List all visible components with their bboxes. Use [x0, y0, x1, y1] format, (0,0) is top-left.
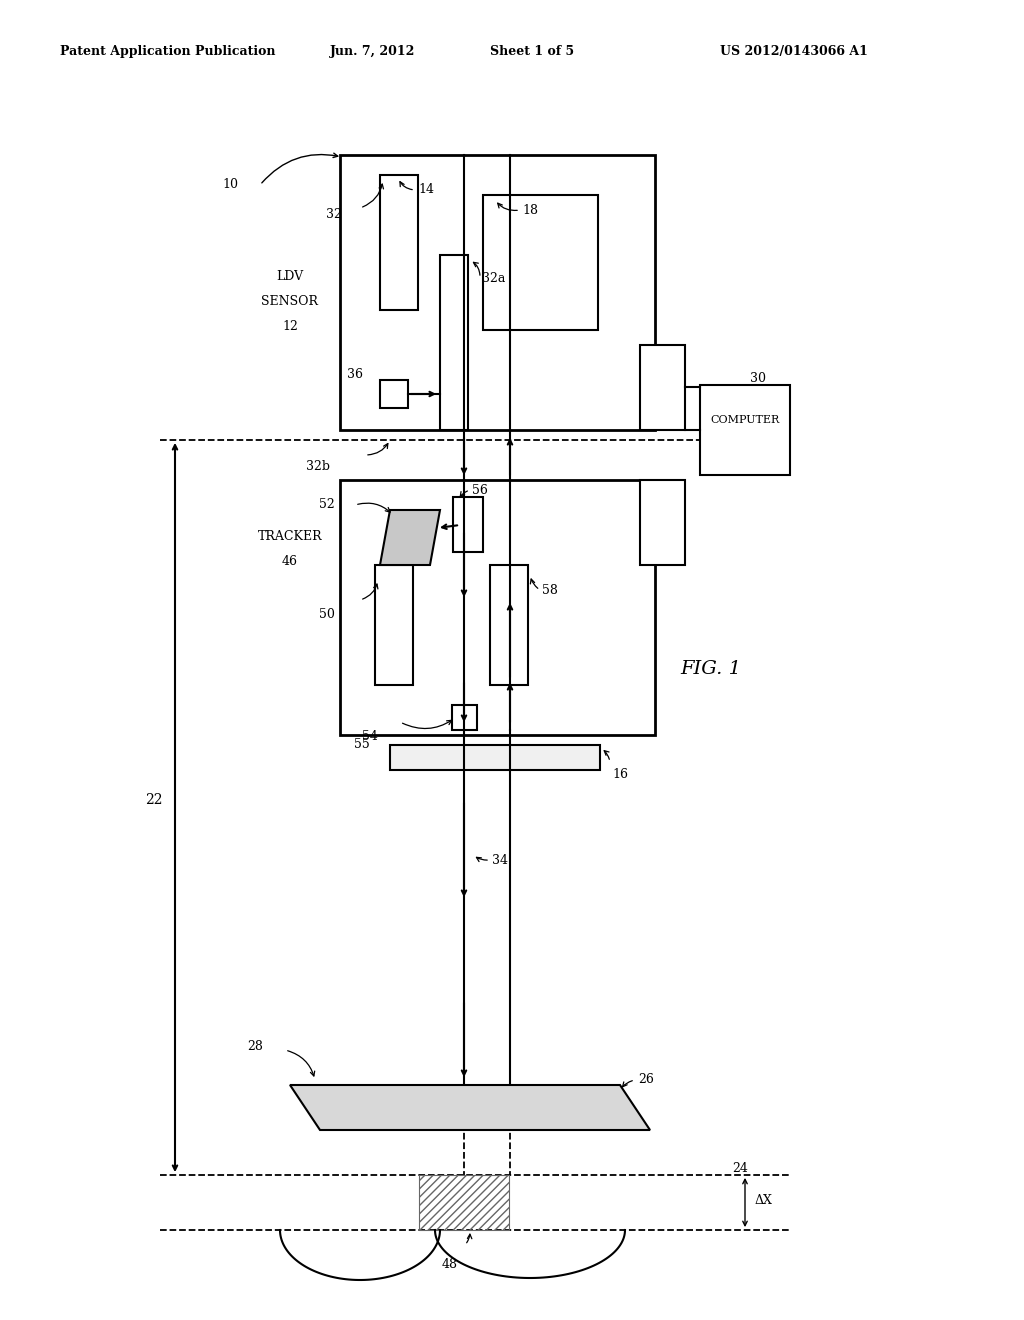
Text: 30: 30 [750, 372, 766, 385]
Text: 24: 24 [732, 1162, 748, 1175]
Text: ΔX: ΔX [755, 1193, 773, 1206]
Polygon shape [290, 1085, 650, 1130]
Text: 14: 14 [418, 183, 434, 195]
Text: 58: 58 [542, 583, 558, 597]
Bar [340, 480, 655, 735]
Text: 32a: 32a [482, 272, 506, 285]
Text: 52: 52 [319, 498, 335, 511]
Text: LDV: LDV [276, 271, 303, 282]
Bar [340, 154, 655, 430]
Text: 18: 18 [522, 205, 538, 216]
Text: 56: 56 [472, 484, 487, 498]
Text: COMPUTER: COMPUTER [711, 414, 779, 425]
Text: TRACKER: TRACKER [258, 531, 323, 543]
Text: 55: 55 [354, 738, 370, 751]
Bar [390, 744, 600, 770]
Bar [380, 380, 408, 408]
Polygon shape [380, 510, 440, 565]
Text: 36: 36 [347, 368, 362, 381]
Text: 46: 46 [282, 554, 298, 568]
Text: 16: 16 [612, 768, 628, 781]
Text: 32: 32 [326, 209, 342, 220]
Bar [490, 565, 528, 685]
Text: Jun. 7, 2012: Jun. 7, 2012 [330, 45, 416, 58]
Bar [640, 480, 685, 565]
Bar [453, 498, 483, 552]
Text: 28: 28 [247, 1040, 263, 1053]
Text: FIG. 1: FIG. 1 [680, 660, 741, 678]
Text: SENSOR: SENSOR [261, 294, 318, 308]
Bar [440, 255, 468, 430]
Text: 26: 26 [638, 1073, 654, 1086]
Text: Patent Application Publication: Patent Application Publication [60, 45, 275, 58]
Bar [380, 176, 418, 310]
Bar [640, 345, 685, 430]
Text: 54: 54 [362, 730, 378, 743]
Bar [452, 705, 477, 730]
Text: 32b: 32b [306, 459, 330, 473]
Text: 10: 10 [222, 178, 238, 191]
Text: Sheet 1 of 5: Sheet 1 of 5 [490, 45, 574, 58]
Text: 12: 12 [282, 319, 298, 333]
Text: 48: 48 [442, 1258, 458, 1271]
Text: 50: 50 [319, 609, 335, 620]
Bar [483, 195, 598, 330]
Text: 22: 22 [145, 793, 163, 807]
Text: US 2012/0143066 A1: US 2012/0143066 A1 [720, 45, 868, 58]
Bar [700, 385, 790, 475]
Bar [375, 565, 413, 685]
Text: 34: 34 [492, 854, 508, 867]
